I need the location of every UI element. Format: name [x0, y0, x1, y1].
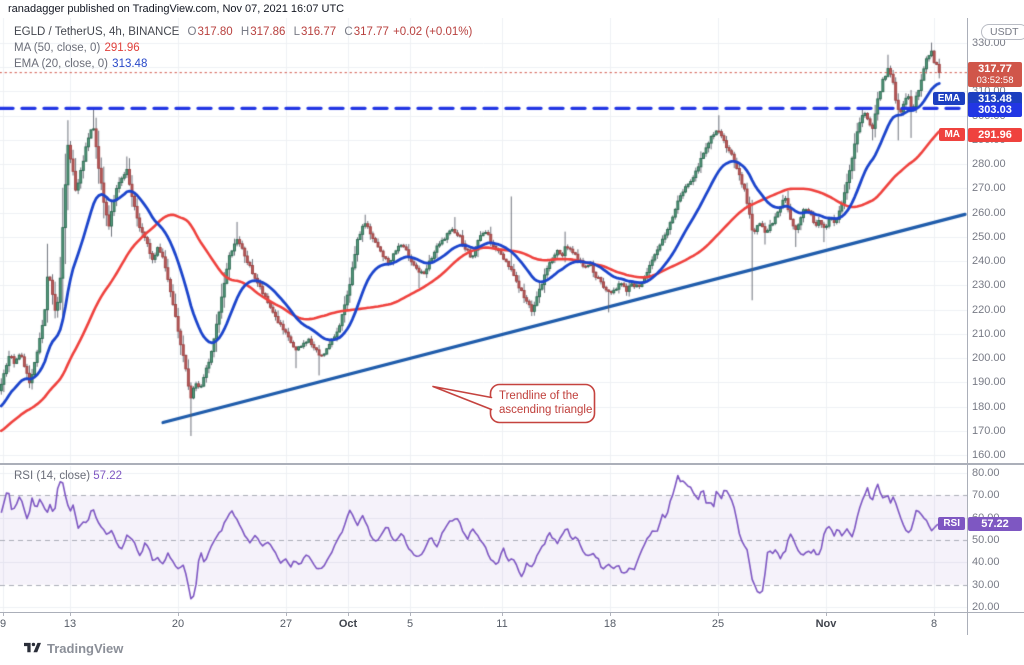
price-axis[interactable]: USDT 330.00320.00310.00300.00290.00280.0…: [967, 18, 1024, 635]
rsi-axis-label: 40.00: [972, 556, 1000, 569]
time-axis-label: 9: [0, 618, 7, 630]
time-axis-tick: [826, 612, 827, 616]
price-axis-separator: [967, 18, 968, 635]
symbol-legend-row[interactable]: EGLD / TetherUS, 4h, BINANCE O317.80 H31…: [14, 24, 472, 40]
price-axis-label: 250.00: [972, 230, 1006, 243]
attribution-text: ranadagger published on TradingView.com,…: [8, 3, 345, 15]
ohlc-low-value: 316.77: [300, 26, 337, 38]
chart-legend: EGLD / TetherUS, 4h, BINANCE O317.80 H31…: [14, 24, 472, 72]
ema-label: EMA (20, close, 0): [14, 58, 108, 70]
ohlc-low-key: L: [293, 26, 300, 38]
ema-tag: EMA: [932, 92, 965, 105]
rsi-legend-row[interactable]: RSI (14, close) 57.22: [14, 470, 122, 482]
rsi-axis-label: 20.00: [972, 600, 1000, 613]
rsi-axis-label: 70.00: [972, 489, 1000, 502]
price-axis-label: 190.00: [972, 376, 1006, 389]
time-axis-tick: [934, 612, 935, 616]
last-price-badge: 317.77 03:52:58: [968, 62, 1022, 87]
callout-shape[interactable]: [0, 0, 620, 440]
time-axis-label: 25: [711, 618, 725, 630]
ohlc-high-key: H: [240, 26, 250, 38]
ma-tag: MA: [939, 128, 965, 141]
ohlc-high-value: 317.86: [250, 26, 286, 38]
rsi-value: 57.22: [93, 470, 123, 482]
time-axis-label: 20: [171, 618, 185, 630]
price-axis-label: 170.00: [972, 424, 1006, 437]
time-axis-tick: [286, 612, 287, 616]
price-axis-label: 180.00: [972, 400, 1006, 413]
time-axis-label: 18: [603, 618, 617, 630]
price-axis-label: 270.00: [972, 182, 1006, 195]
price-axis-label: 200.00: [972, 352, 1006, 365]
change-value: +0.02 (+0.01%): [393, 26, 473, 38]
rsi-axis-label: 30.00: [972, 578, 1000, 591]
time-axis-label: 8: [930, 618, 938, 630]
ma-value: 291.96: [104, 42, 140, 54]
ema-legend-row[interactable]: EMA (20, close, 0) 313.48: [14, 56, 472, 72]
tradingview-logo[interactable]: TradingView: [24, 641, 123, 656]
quote-currency-pill: USDT: [981, 24, 1024, 40]
time-axis-label: Oct: [338, 618, 358, 630]
rsi-axis-label: 50.00: [972, 533, 1000, 546]
tradingview-logo-text: TradingView: [47, 641, 124, 656]
rsi-tag: RSI: [938, 517, 965, 530]
callout-annotation[interactable]: Trendline of the ascending triangle: [499, 389, 592, 417]
price-axis-label: 220.00: [972, 303, 1006, 316]
ema-value: 313.48: [112, 58, 148, 70]
last-price-value: 317.77: [978, 63, 1012, 75]
ma-legend-row[interactable]: MA (50, close, 0) 291.96: [14, 40, 472, 56]
time-axis-tick: [178, 612, 179, 616]
price-axis-label: 160.00: [972, 448, 1006, 461]
time-axis-tick: [502, 612, 503, 616]
time-axis-tick: [410, 612, 411, 616]
attribution-bar: ranadagger published on TradingView.com,…: [8, 3, 344, 15]
rsi-label: RSI (14, close): [14, 470, 91, 482]
price-axis-label: 280.00: [972, 158, 1006, 171]
time-axis-label: 5: [406, 618, 414, 630]
level-value-badge: 303.03: [968, 103, 1022, 117]
time-axis-label: 27: [279, 618, 293, 630]
time-axis-label: 11: [496, 618, 508, 630]
ohlc-open-key: O: [187, 26, 197, 38]
rsi-axis-label: 80.00: [972, 467, 1000, 479]
time-axis-tick: [348, 612, 349, 616]
price-axis-label: 230.00: [972, 279, 1006, 292]
callout-line-2: ascending triangle: [499, 404, 593, 416]
time-axis-tick: [70, 612, 71, 616]
time-axis-tick: [610, 612, 611, 616]
price-axis-label: 210.00: [972, 327, 1006, 340]
ohlc-close-key: C: [344, 26, 353, 38]
rsi-value-badge: 57.22: [968, 517, 1022, 531]
time-axis-label: 13: [63, 618, 77, 630]
ohlc-close-value: 317.77: [353, 26, 389, 38]
price-axis-label: 240.00: [972, 255, 1006, 268]
price-axis-label: 330.00: [972, 37, 1006, 49]
bar-countdown: 03:52:58: [976, 75, 1014, 86]
time-axis-label: Nov: [815, 618, 837, 630]
ohlc-open-value: 317.80: [197, 26, 233, 38]
time-axis[interactable]: 9 13 20 27 Oct 5 11 18 25 Nov 8: [0, 612, 1024, 638]
callout-line-1: Trendline of the: [499, 390, 579, 402]
tradingview-logo-icon: [24, 642, 41, 653]
symbol-title: EGLD / TetherUS, 4h, BINANCE: [14, 26, 180, 38]
ma-value-badge: 291.96: [968, 128, 1022, 142]
time-axis-tick: [718, 612, 719, 616]
time-axis-tick: [3, 612, 4, 616]
pane-separator[interactable]: [0, 463, 1024, 465]
ma-label: MA (50, close, 0): [14, 42, 101, 54]
time-axis-separator: [0, 612, 1024, 613]
price-axis-label: 260.00: [972, 206, 1006, 219]
ema-value-badge: 313.48: [968, 92, 1022, 106]
